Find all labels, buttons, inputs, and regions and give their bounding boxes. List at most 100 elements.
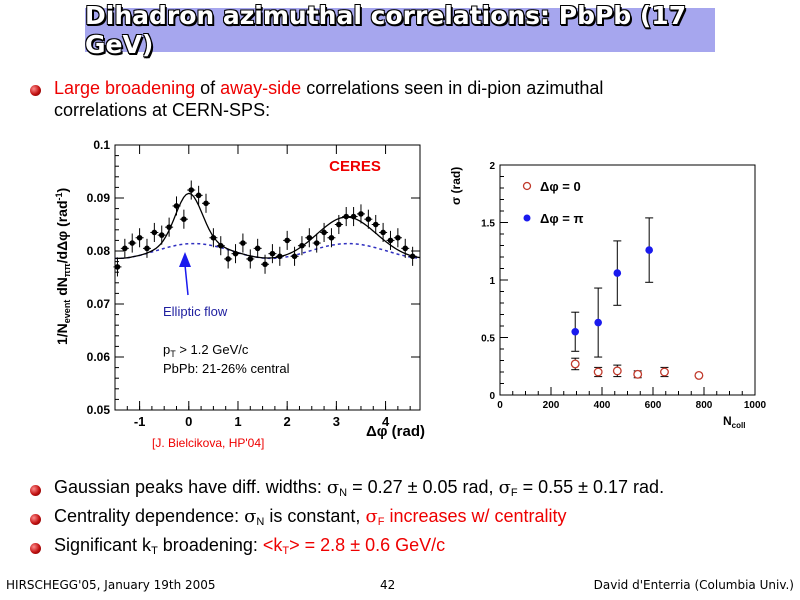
data-point <box>365 216 372 222</box>
annotation-pt: pT > 1.2 GeV/c <box>163 342 249 359</box>
y-tick-label: 0.1 <box>93 138 110 152</box>
y-axis-label: 1/Nevent dNππ/dΔφ (rad-1) <box>54 188 72 345</box>
data-point-dphi-pi <box>613 269 622 277</box>
data-point <box>203 200 209 207</box>
annotation-arrow <box>184 264 189 296</box>
data-point <box>343 213 350 220</box>
data-point <box>395 234 401 241</box>
annotation-elliptic-flow: Elliptic flow <box>163 304 228 319</box>
data-point <box>409 253 416 260</box>
y-label-sup: -1 <box>54 192 64 200</box>
bullet-1-seg-3: away-side <box>220 78 302 98</box>
sigma-symbol: σ <box>244 506 257 527</box>
slide-title: Dihadron azimuthal correlations: PbPb (1… <box>85 1 687 59</box>
data-point <box>262 261 268 268</box>
data-point-dphi-pi <box>645 246 653 254</box>
x-tick-label: 600 <box>645 400 662 411</box>
data-point <box>232 250 239 257</box>
bullet-icon <box>30 85 41 96</box>
bullet-4-intro: Significant k <box>54 535 152 555</box>
x-tick-label: 1000 <box>744 400 767 411</box>
y-label-sub: ππ <box>62 263 72 277</box>
y-axis-label: σ (rad) <box>449 167 463 205</box>
bullet-2-eq-n: = 0.27 ± 0.05 rad, <box>347 477 499 497</box>
x-tick-label: 0 <box>497 400 503 411</box>
x-tick-label: -1 <box>134 414 146 429</box>
bullet-3-mid: is constant, <box>264 506 366 526</box>
sigma-symbol: σ <box>498 477 511 498</box>
chart-title: CERES <box>329 158 381 175</box>
page-number: 42 <box>380 578 396 592</box>
x-tick-label: 1 <box>234 414 241 429</box>
data-point <box>254 245 261 252</box>
correlation-chart: -1 0 1 2 3 4 0.05 0.06 0.07 0.08 0.09 0.1 CERES Ellip… <box>54 138 425 450</box>
bullet-3-tail: increases w/ centrality <box>384 506 567 526</box>
title-bar: Dihadron azimuthal correlations: PbPb (1… <box>85 1 715 59</box>
data-point-dphi-0 <box>633 369 643 379</box>
data-point <box>129 240 136 246</box>
data-point <box>188 187 195 193</box>
y-tick-label: 0.05 <box>87 403 111 417</box>
legend-marker-dphi-0 <box>522 181 532 191</box>
data-point <box>402 245 409 252</box>
data-point-dphi-0 <box>694 370 704 380</box>
bullet-icon <box>30 485 41 496</box>
y-tick-label: 0.09 <box>87 191 111 205</box>
data-point <box>173 203 180 209</box>
bullet-2: Gaussian peaks have diff. widths: σN = 0… <box>54 477 664 499</box>
y-label-sub: event <box>62 300 72 324</box>
sub-n: N <box>256 516 265 528</box>
data-point <box>313 240 320 246</box>
data-point <box>166 224 172 230</box>
arrow-head-icon <box>179 252 191 267</box>
x-tick-label: 800 <box>696 400 713 411</box>
bullet-4: Significant kT broadening: <kT> = 2.8 ± … <box>54 535 445 557</box>
x-tick-label: 3 <box>333 414 340 429</box>
data-point-dphi-0 <box>612 366 622 376</box>
data-point <box>158 232 165 238</box>
data-point <box>217 242 224 249</box>
y-tick-label: 0.5 <box>481 334 495 345</box>
data-point <box>380 229 386 236</box>
sub-f: F <box>510 487 518 499</box>
citation: [J. Bielcikova, HP'04] <box>152 436 264 450</box>
bullet-1-line-1: Large broadening of away-side correlatio… <box>54 78 603 99</box>
x-tick-label: 4 <box>382 414 390 429</box>
x-axis-label: Δφ (rad) <box>366 423 425 440</box>
data-point <box>291 253 298 260</box>
data-point <box>210 234 217 241</box>
y-tick-label: 0.07 <box>87 297 111 311</box>
data-point <box>276 253 283 260</box>
legend-label-dphi-pi: Δφ = π <box>540 211 583 226</box>
data-point <box>336 221 342 228</box>
data-point-dphi-pi <box>571 327 580 336</box>
bullet-2-intro: Gaussian peaks have diff. widths: <box>54 477 327 497</box>
sub-f: F <box>377 516 385 528</box>
data-point <box>269 250 276 257</box>
data-point <box>122 245 128 252</box>
plot-frame <box>499 164 756 396</box>
y-label-mid: dN <box>54 277 70 300</box>
data-point-dphi-0 <box>570 359 580 369</box>
annotation-pt-sub: T <box>170 349 176 359</box>
data-point <box>328 234 335 241</box>
data-point-dphi-0 <box>660 367 669 377</box>
y-tick-label: 0 <box>489 391 495 402</box>
bullet-4-kt-value: > = 2.8 ± 0.6 GeV/c <box>289 535 446 555</box>
x-axis-label: Ncoll <box>723 414 745 430</box>
data-point <box>321 229 327 236</box>
bullet-3-intro: Centrality dependence: <box>54 506 245 526</box>
y-label-end: /dΔφ (rad <box>54 200 70 263</box>
y-tick-label: 0.06 <box>87 350 111 364</box>
data-point <box>284 237 290 244</box>
x-tick-label: 0 <box>185 414 192 429</box>
bullet-1-seg-1: Large broadening <box>54 78 196 98</box>
sub-t: T <box>151 545 158 557</box>
data-point <box>350 213 357 220</box>
y-tick-label: 0.08 <box>87 244 111 258</box>
footer-right: David d'Enterria (Columbia Univ.) <box>593 578 794 592</box>
data-point <box>114 264 121 270</box>
data-point <box>358 211 364 217</box>
bullet-2-eq-f: = 0.55 ± 0.17 rad. <box>517 477 665 497</box>
bullet-4-kt-open: <k <box>262 535 283 555</box>
